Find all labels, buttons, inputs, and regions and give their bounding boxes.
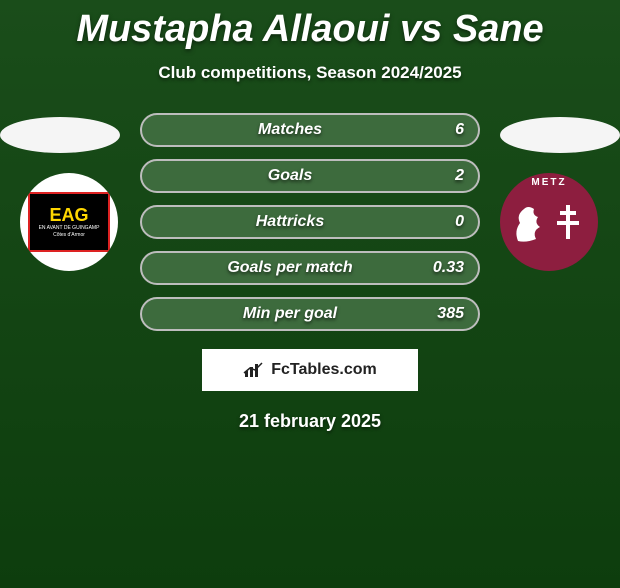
stat-row-goals: Goals 2 — [140, 159, 480, 193]
stat-value: 0.33 — [433, 259, 464, 277]
eag-badge: EAG EN AVANT DE GUINGAMP Côtes d'Armor — [28, 192, 110, 252]
comparison-panel: EAG EN AVANT DE GUINGAMP Côtes d'Armor M… — [0, 113, 620, 432]
stat-row-gpm: Goals per match 0.33 — [140, 251, 480, 285]
date-label: 21 february 2025 — [0, 411, 620, 432]
club-logo-right: METZ — [500, 173, 598, 271]
stat-row-hattricks: Hattricks 0 — [140, 205, 480, 239]
stat-label: Hattricks — [142, 213, 478, 231]
stat-value: 0 — [455, 213, 464, 231]
stat-label: Min per goal — [142, 305, 478, 323]
lorraine-cross-icon — [554, 203, 582, 241]
dragon-icon — [512, 201, 548, 245]
player-right-silhouette — [500, 117, 620, 153]
stat-value: 6 — [455, 121, 464, 139]
stat-row-matches: Matches 6 — [140, 113, 480, 147]
subtitle: Club competitions, Season 2024/2025 — [0, 63, 620, 83]
attribution-text: FcTables.com — [271, 361, 377, 379]
stat-label: Goals per match — [142, 259, 478, 277]
eag-tagline: EN AVANT DE GUINGAMP — [39, 226, 100, 231]
eag-region: Côtes d'Armor — [53, 233, 85, 238]
attribution-badge: FcTables.com — [202, 349, 418, 391]
stat-row-mpg: Min per goal 385 — [140, 297, 480, 331]
eag-abbr: EAG — [49, 206, 88, 224]
bar-chart-icon — [243, 361, 265, 379]
stat-label: Matches — [142, 121, 478, 139]
stat-value: 2 — [455, 167, 464, 185]
club-logo-left: EAG EN AVANT DE GUINGAMP Côtes d'Armor — [20, 173, 118, 271]
stat-value: 385 — [437, 305, 464, 323]
metz-badge: METZ — [500, 173, 598, 271]
page-title: Mustapha Allaoui vs Sane — [0, 8, 620, 51]
player-left-silhouette — [0, 117, 120, 153]
stats-list: Matches 6 Goals 2 Hattricks 0 Goals per … — [140, 113, 480, 331]
metz-text: METZ — [531, 177, 566, 188]
stat-label: Goals — [142, 167, 478, 185]
